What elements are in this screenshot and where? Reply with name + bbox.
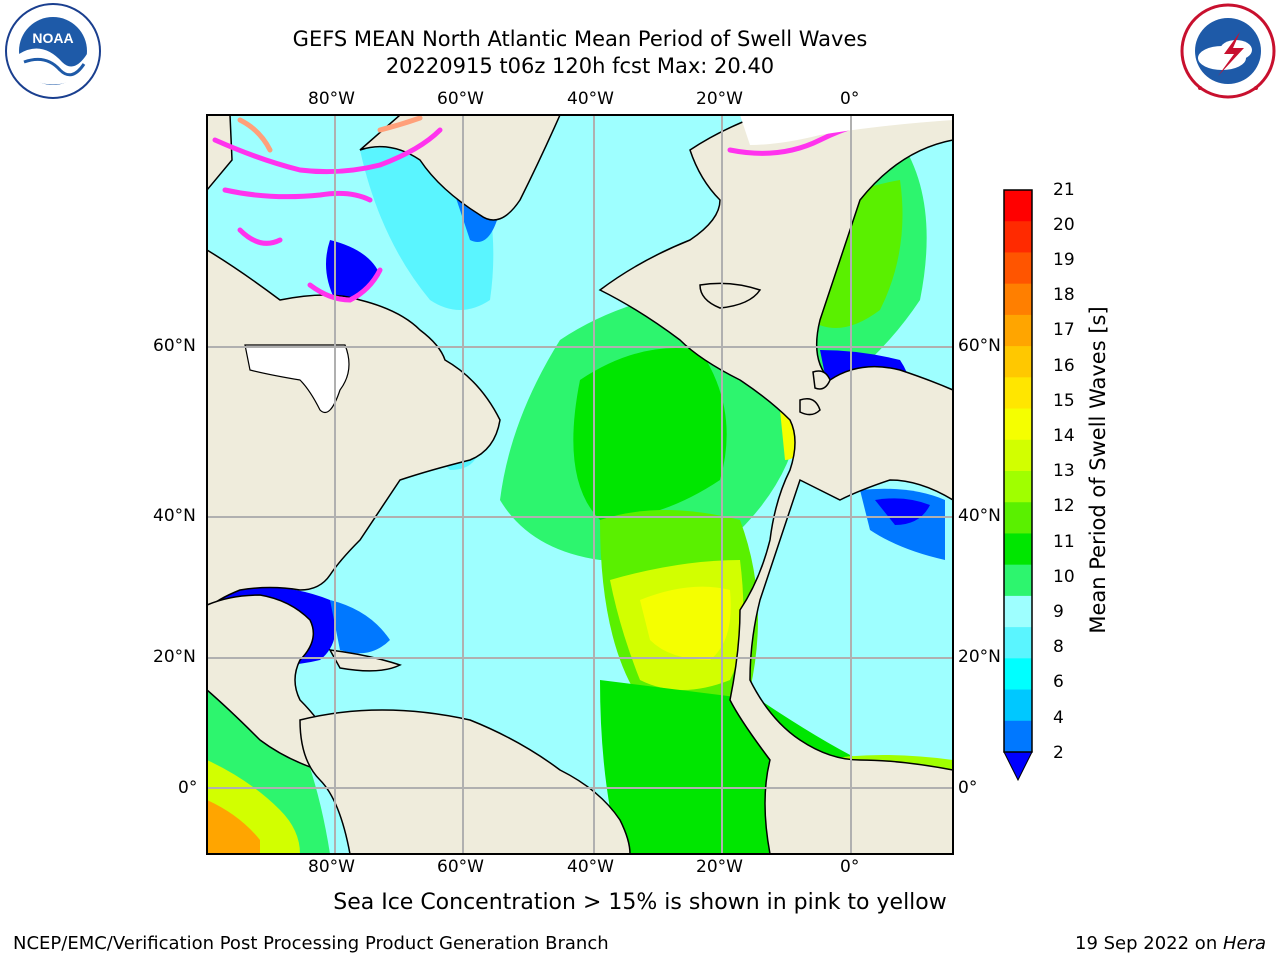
colorbar-tick-11: 11 bbox=[1053, 532, 1075, 552]
colorbar-under-arrow bbox=[1003, 751, 1033, 782]
colorbar-tick-19: 19 bbox=[1053, 250, 1075, 270]
lat-label-left-20n: 20°N bbox=[153, 647, 196, 667]
colorbar-segment bbox=[1004, 533, 1032, 566]
colorbar-segment bbox=[1004, 595, 1032, 628]
lat-label-right-60n: 60°N bbox=[958, 336, 1001, 356]
colorbar bbox=[1004, 190, 1032, 753]
colorbar-segment bbox=[1004, 252, 1032, 285]
lon-label-top-40w: 40°W bbox=[567, 89, 614, 109]
colorbar-tick-16: 16 bbox=[1053, 356, 1075, 376]
footer-date: 19 Sep 2022 on Hera bbox=[1075, 933, 1266, 954]
colorbar-tick-2: 2 bbox=[1053, 743, 1064, 763]
colorbar-tick-9: 9 bbox=[1053, 602, 1064, 622]
colorbar-tick-15: 15 bbox=[1053, 391, 1075, 411]
land bbox=[207, 115, 953, 854]
footer-host: Hera bbox=[1222, 933, 1266, 954]
lat-label-right-0: 0° bbox=[958, 778, 978, 798]
lon-label-bottom-40w: 40°W bbox=[567, 857, 614, 877]
colorbar-tick-10: 10 bbox=[1053, 567, 1075, 587]
map-area bbox=[207, 115, 953, 854]
colorbar-segment bbox=[1004, 720, 1032, 753]
colorbar-segment bbox=[1004, 502, 1032, 534]
chart-subtitle: 20220915 t06z 120h fcst Max: 20.40 bbox=[385, 54, 775, 78]
chart-title: GEFS MEAN North Atlantic Mean Period of … bbox=[292, 27, 868, 51]
footer-credit: NCEP/EMC/Verification Post Processing Pr… bbox=[13, 933, 609, 954]
footer-date-text: 19 Sep 2022 on bbox=[1075, 933, 1223, 954]
colorbar-tick-17: 17 bbox=[1053, 320, 1075, 340]
lon-label-top-0: 0° bbox=[840, 89, 860, 109]
colorbar-segment bbox=[1004, 221, 1032, 253]
colorbar-tick-13: 13 bbox=[1053, 461, 1075, 481]
colorbar-tick-8: 8 bbox=[1053, 637, 1064, 657]
colorbar-segment bbox=[1004, 627, 1032, 659]
lon-label-bottom-60w: 60°W bbox=[437, 857, 484, 877]
colorbar-segment bbox=[1004, 658, 1032, 691]
colorbar-tick-6: 6 bbox=[1053, 672, 1064, 692]
noaa-logo-text: NOAA bbox=[32, 30, 73, 46]
colorbar-tick-21: 21 bbox=[1053, 180, 1075, 200]
colorbar-segment bbox=[1004, 689, 1032, 722]
colorbar-segment bbox=[1004, 564, 1032, 597]
colorbar-segment bbox=[1004, 190, 1032, 222]
lat-label-right-40n: 40°N bbox=[958, 506, 1001, 526]
colorbar-tick-20: 20 bbox=[1053, 215, 1075, 235]
colorbar-segment bbox=[1004, 408, 1032, 441]
sea-ice-note: Sea Ice Concentration > 15% is shown in … bbox=[333, 890, 947, 915]
lon-label-top-60w: 60°W bbox=[437, 89, 484, 109]
colorbar-segment bbox=[1004, 439, 1032, 472]
lon-label-bottom-80w: 80°W bbox=[308, 857, 355, 877]
lat-label-right-20n: 20°N bbox=[958, 647, 1001, 667]
colorbar-frame bbox=[1003, 189, 1033, 753]
lon-label-top-80w: 80°W bbox=[308, 89, 355, 109]
colorbar-tick-14: 14 bbox=[1053, 426, 1075, 446]
graticule bbox=[207, 115, 953, 854]
lon-label-bottom-0: 0° bbox=[840, 857, 860, 877]
colorbar-segment bbox=[1004, 346, 1032, 378]
colorbar-segment bbox=[1004, 314, 1032, 347]
colorbar-tick-18: 18 bbox=[1053, 285, 1075, 305]
lon-label-top-20w: 20°W bbox=[696, 89, 743, 109]
colorbar-tick-12: 12 bbox=[1053, 496, 1075, 516]
lat-label-left-60n: 60°N bbox=[153, 336, 196, 356]
lat-label-left-40n: 40°N bbox=[153, 506, 196, 526]
map-frame bbox=[206, 114, 954, 855]
colorbar-tick-4: 4 bbox=[1053, 708, 1064, 728]
colorbar-segment bbox=[1004, 471, 1032, 503]
lat-label-left-0: 0° bbox=[178, 778, 198, 798]
nws-logo bbox=[1180, 3, 1276, 99]
colorbar-title: Mean Period of Swell Waves [s] bbox=[1086, 306, 1110, 634]
colorbar-segment bbox=[1004, 377, 1032, 410]
noaa-logo: NOAA bbox=[5, 3, 101, 99]
lon-label-bottom-20w: 20°W bbox=[696, 857, 743, 877]
colorbar-segment bbox=[1004, 283, 1032, 316]
